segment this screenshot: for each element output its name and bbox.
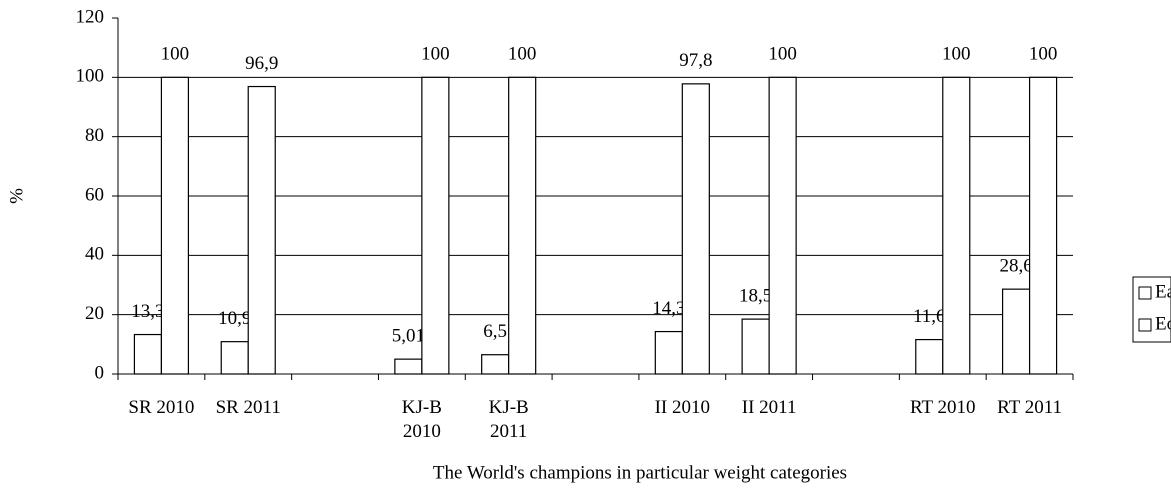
value-label: 18,5 (739, 285, 772, 306)
y-tick-label: 60 (85, 184, 104, 205)
x-tick-label: II 2010 (654, 397, 711, 418)
y-tick-label: 40 (85, 244, 104, 265)
bar (1001, 288, 1031, 375)
bar (160, 76, 190, 375)
bar (133, 333, 163, 375)
value-label: 100 (421, 44, 450, 65)
bar (394, 358, 423, 375)
value-label: 100 (1029, 44, 1058, 65)
y-tick-label: 120 (76, 6, 105, 27)
x-tick-label: KJ-B 2010 (401, 397, 442, 442)
bar (681, 83, 710, 375)
bar (741, 318, 770, 375)
y-tick-label: 100 (76, 66, 105, 87)
y-tick-label: 0 (95, 362, 105, 383)
value-label: 5,01 (392, 325, 425, 346)
bar (768, 76, 797, 375)
x-tick-label: RT 2011 (997, 397, 1062, 418)
value-label: 11,6 (913, 306, 946, 327)
bar (247, 85, 276, 375)
x-tick-label: SR 2010 (128, 397, 195, 418)
bar (220, 341, 249, 375)
y-axis-title: % (6, 188, 27, 204)
value-label: 97,8 (679, 50, 712, 71)
bar (481, 354, 510, 375)
x-tick-label: II 2011 (741, 397, 797, 418)
legend-swatch (1138, 286, 1152, 300)
value-label: 100 (508, 44, 537, 65)
bar (508, 76, 537, 375)
value-label: 14,3 (652, 298, 685, 319)
value-label: 10,9 (218, 308, 251, 329)
bar (421, 76, 450, 375)
bar (942, 76, 971, 375)
value-label: 100 (768, 44, 797, 65)
y-tick-label: 80 (85, 125, 104, 146)
value-label: 28,6 (999, 256, 1032, 277)
x-tick-label: KJ-B 2011 (488, 397, 529, 442)
legend-swatch (1138, 318, 1152, 332)
bar (654, 330, 683, 375)
x-axis-title: The World's champions in particular weig… (433, 462, 847, 483)
x-tick-label: SR 2011 (215, 397, 281, 418)
x-tick-label: RT 2010 (909, 397, 976, 418)
legend-label: Eo (1155, 313, 1171, 334)
value-label: 100 (942, 44, 971, 65)
value-label: 6,5 (483, 321, 507, 342)
bar (915, 338, 944, 375)
bar (1028, 76, 1058, 375)
value-label: 96,9 (245, 53, 278, 74)
legend-label: Ea (1155, 281, 1171, 302)
value-label: 100 (161, 44, 190, 65)
value-label: 13,3 (131, 301, 164, 322)
y-tick-label: 20 (85, 303, 104, 324)
